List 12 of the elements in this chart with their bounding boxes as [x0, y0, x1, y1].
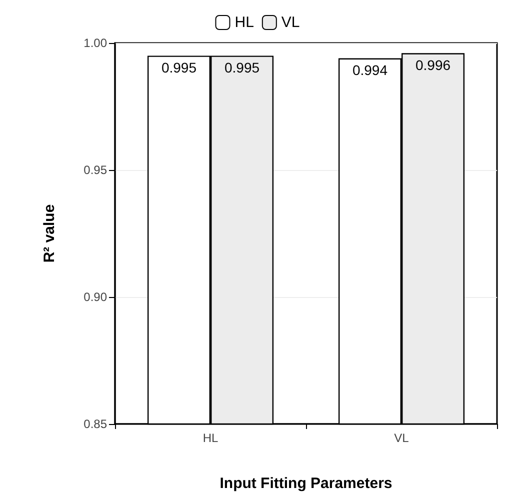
- data-label: 0.996: [415, 57, 451, 74]
- y-tick-label: 0.85: [84, 417, 108, 431]
- data-label: 0.994: [352, 62, 388, 78]
- data-label: 0.995: [161, 60, 197, 76]
- data-label: 0.995: [224, 60, 260, 76]
- y-tick-label: 0.90: [84, 290, 108, 304]
- y-tick-label: 1.00: [84, 36, 108, 50]
- legend-label: HL: [234, 14, 254, 31]
- legend-label: VL: [281, 14, 300, 31]
- y-tick-label: 0.95: [84, 163, 108, 177]
- y-axis-title: R² value: [41, 204, 58, 263]
- x-axis-title: Input Fitting Parameters: [220, 475, 392, 492]
